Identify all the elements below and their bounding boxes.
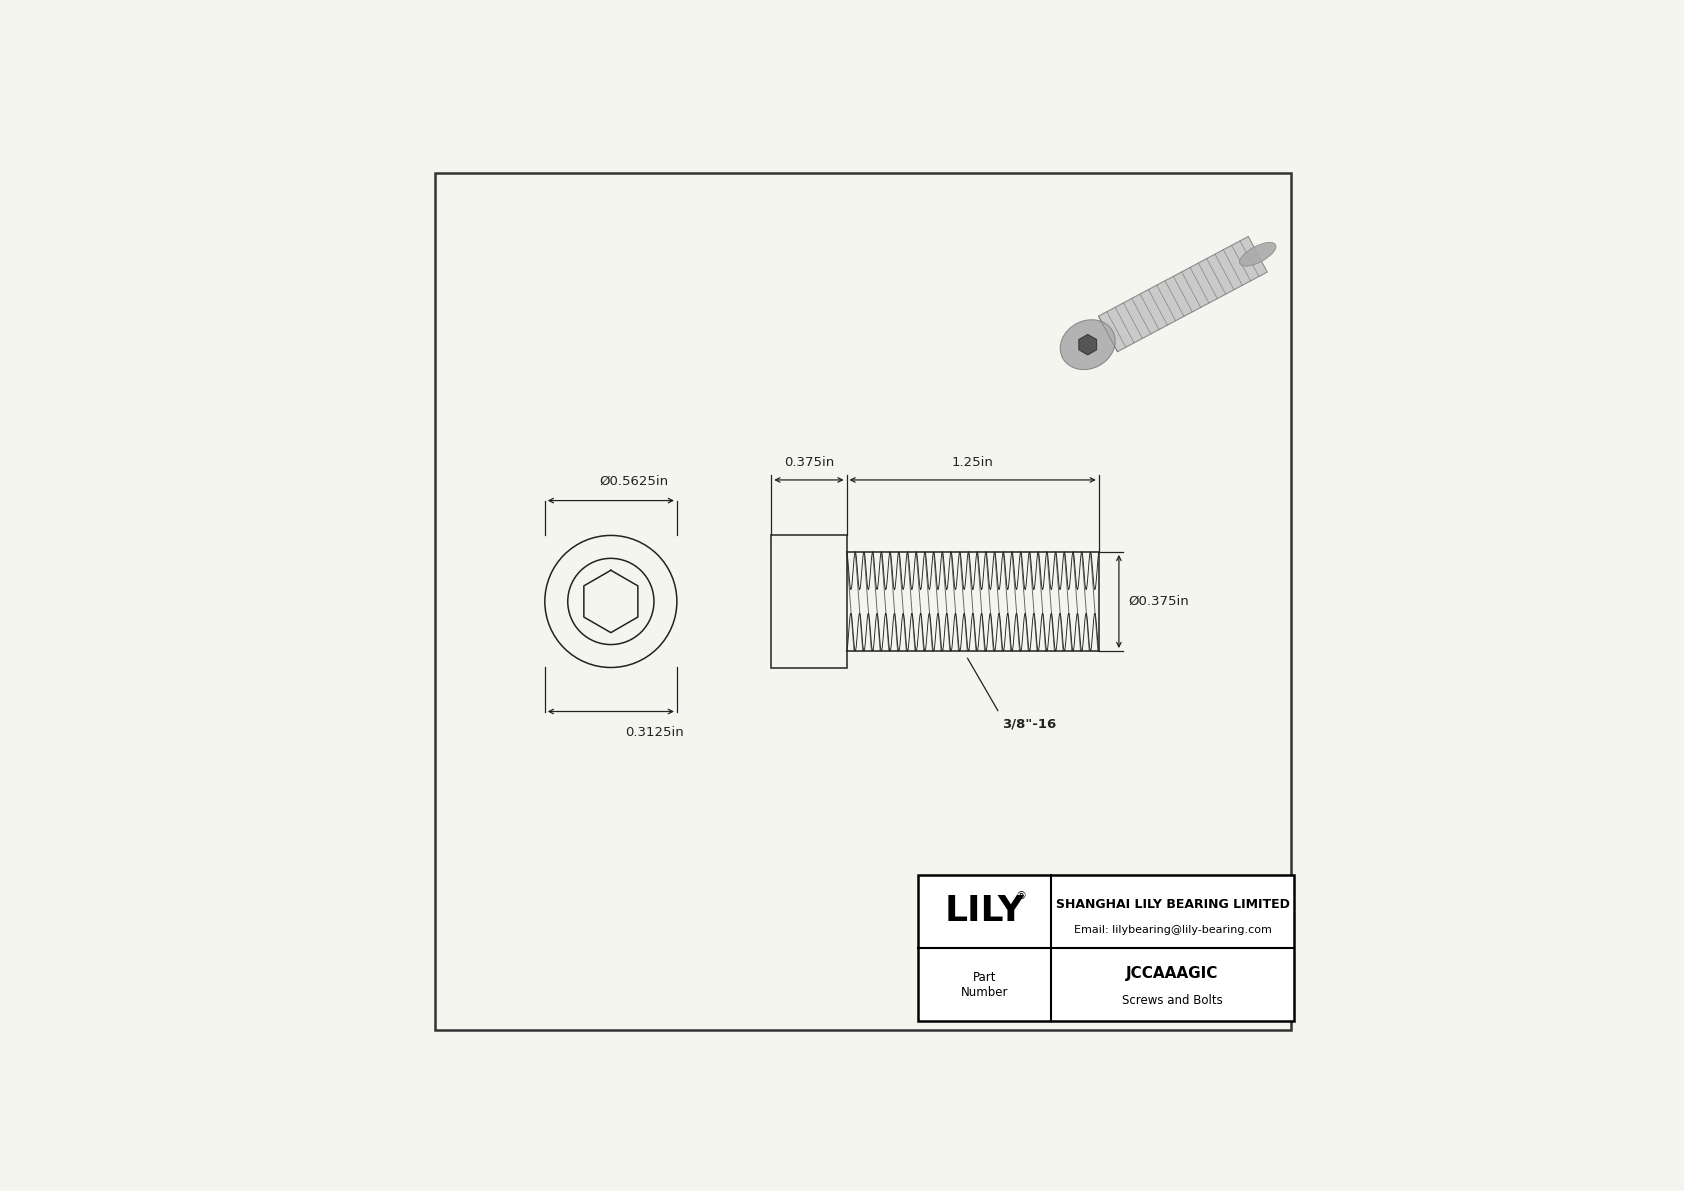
Text: Ø0.5625in: Ø0.5625in: [600, 475, 669, 488]
Text: LILY: LILY: [945, 894, 1024, 929]
Text: 1.25in: 1.25in: [951, 456, 994, 469]
Polygon shape: [1098, 237, 1268, 351]
Polygon shape: [1079, 335, 1096, 355]
Text: 3/8"-16: 3/8"-16: [1002, 718, 1056, 731]
Text: Part
Number: Part Number: [962, 971, 1009, 999]
Text: Email: lilybearing@lily-bearing.com: Email: lilybearing@lily-bearing.com: [1074, 925, 1271, 935]
Text: SHANGHAI LILY BEARING LIMITED: SHANGHAI LILY BEARING LIMITED: [1056, 898, 1290, 911]
Text: JCCAAAGIC: JCCAAAGIC: [1127, 966, 1219, 980]
Bar: [918, 874, 1293, 1022]
Text: Ø0.375in: Ø0.375in: [1128, 596, 1189, 607]
Text: 0.375in: 0.375in: [783, 456, 834, 469]
Text: ®: ®: [1015, 891, 1027, 900]
Ellipse shape: [1061, 319, 1115, 369]
Ellipse shape: [1239, 243, 1276, 266]
Text: Screws and Bolts: Screws and Bolts: [1122, 994, 1223, 1008]
Text: 0.3125in: 0.3125in: [625, 727, 684, 740]
Bar: [771, 535, 847, 668]
